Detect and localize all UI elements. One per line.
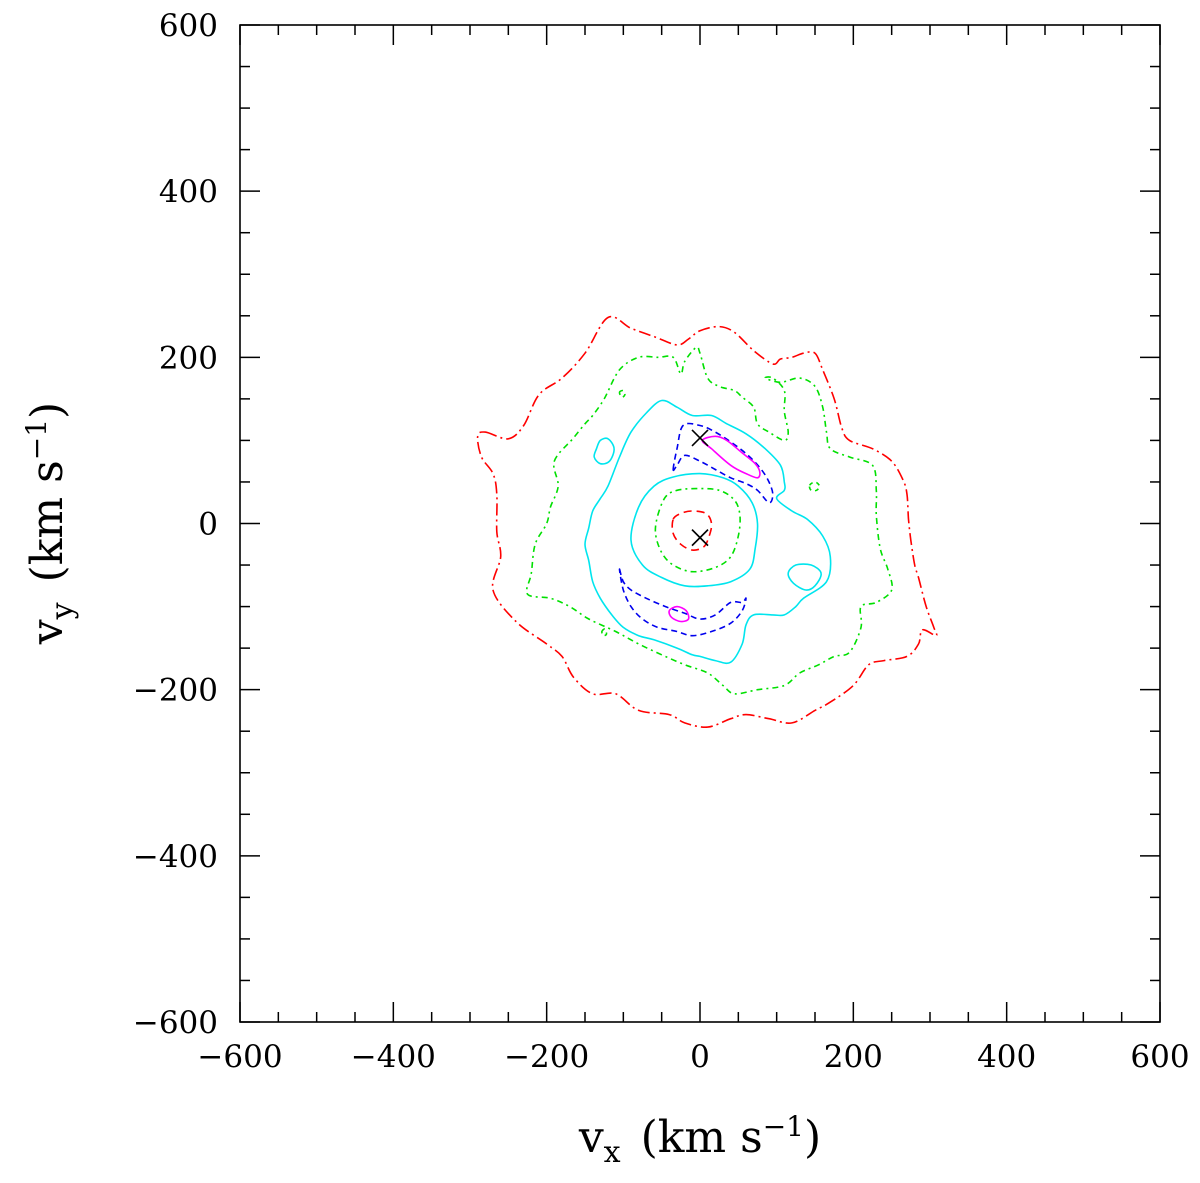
x-marker-stroke (691, 429, 709, 447)
y-tick-label: −200 (133, 673, 218, 709)
contour-level-2 (525, 346, 893, 695)
contour-level-3 (584, 399, 832, 665)
contour-level-2 (618, 389, 626, 399)
contour-lines (476, 315, 938, 728)
contour-level-3 (593, 437, 615, 465)
contour-level-2 (808, 481, 821, 492)
x-tick-label: 600 (1130, 1039, 1189, 1075)
x-tick-label: −600 (197, 1039, 282, 1075)
contour-level-2 (601, 628, 608, 637)
x-tick-label: 200 (824, 1039, 883, 1075)
y-tick-label: 400 (159, 174, 218, 210)
contour-level-5 (701, 435, 761, 479)
contour-level-4 (618, 568, 747, 637)
y-tick-label: 200 (159, 340, 218, 376)
x-tick-label: −400 (351, 1039, 436, 1075)
contour-level-4 (672, 422, 774, 504)
x-tick-label: 0 (690, 1039, 710, 1075)
contour-level-3 (630, 472, 759, 588)
y-axis-label: vy(km s−1) (20, 402, 80, 645)
peak-markers (691, 429, 709, 547)
x-marker-stroke (691, 529, 709, 547)
x-axis-label: vx (km s−1) (578, 1110, 821, 1170)
x-marker (691, 429, 709, 447)
y-tick-label: −600 (133, 1005, 218, 1041)
x-tick-label: 400 (977, 1039, 1036, 1075)
tick-labels: −600 −400 −200 0 200 400 600 −600 −400 −200 0 200 40… (133, 8, 1190, 1075)
contour-level-5 (668, 605, 690, 623)
axis-ticks (239, 24, 1161, 1023)
y-tick-label: 600 (159, 8, 218, 44)
y-tick-label: −400 (133, 839, 218, 875)
x-tick-label: −200 (504, 1039, 589, 1075)
contour-level-1 (671, 510, 713, 551)
contour-level-3 (787, 563, 822, 591)
plot-frame (239, 24, 1161, 1023)
x-marker (691, 529, 709, 547)
contour-level-1 (476, 315, 938, 728)
y-tick-label: 0 (198, 507, 218, 543)
contour-level-2 (654, 487, 741, 573)
